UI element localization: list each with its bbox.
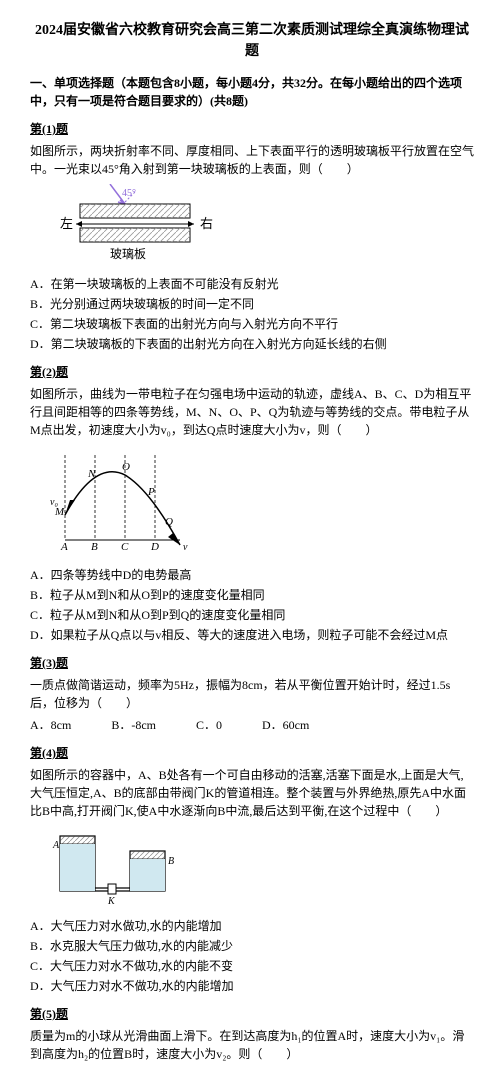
svg-text:B: B bbox=[168, 856, 174, 867]
q4-optC: C．大气压力对水不做功,水的内能不变 bbox=[30, 957, 474, 975]
q2-diagram: A B C D M N O P Q v₀ v bbox=[50, 445, 474, 560]
q2-optA: A．四条等势线中D的电势最高 bbox=[30, 566, 474, 584]
svg-text:P: P bbox=[147, 486, 155, 498]
q1-optD: D．第二块玻璃板的下表面的出射光方向在入射光方向延长线的右侧 bbox=[30, 335, 474, 353]
q4-number: 第(4)题 bbox=[30, 744, 474, 762]
svg-text:D: D bbox=[150, 541, 159, 553]
q3-optC: C．0 bbox=[196, 716, 222, 734]
q5-number: 第(5)题 bbox=[30, 1005, 474, 1023]
svg-text:A: A bbox=[60, 541, 68, 553]
q2-optC: C．粒子从M到N和从O到P到Q的速度变化量相同 bbox=[30, 606, 474, 624]
q4-optA: A．大气压力对水做功,水的内能增加 bbox=[30, 917, 474, 935]
q3-text: 一质点做简谐运动，频率为5Hz，振幅为8cm，若从平衡位置开始计时，经过1.5s… bbox=[30, 676, 474, 712]
q1-diagram: 45° 左 右 玻璃板 bbox=[50, 184, 474, 269]
svg-text:左: 左 bbox=[60, 216, 73, 231]
svg-text:A: A bbox=[52, 840, 60, 851]
q3-optB: B．-8cm bbox=[111, 716, 156, 734]
q1-number: 第(1)题 bbox=[30, 120, 474, 138]
q3-optD: D．60cm bbox=[262, 716, 309, 734]
q4-diagram: A B K bbox=[50, 826, 474, 911]
q1-optA: A．在第一块玻璃板的上表面不可能没有反射光 bbox=[30, 275, 474, 293]
svg-text:C: C bbox=[121, 541, 129, 553]
svg-text:Q: Q bbox=[165, 516, 173, 528]
q1-text: 如图所示，两块折射率不同、厚度相同、上下表面平行的透明玻璃板平行放置在空气中。一… bbox=[30, 142, 474, 178]
q1-options: A．在第一块玻璃板的上表面不可能没有反射光 B．光分别通过两块玻璃板的时间一定不… bbox=[30, 275, 474, 353]
svg-text:N: N bbox=[87, 468, 96, 480]
svg-text:K: K bbox=[107, 896, 116, 906]
section-heading: 一、单项选择题（本题包含8小题，每小题4分，共32分。在每小题给出的四个选项中，… bbox=[30, 74, 474, 110]
svg-text:右: 右 bbox=[200, 216, 213, 231]
svg-text:O: O bbox=[122, 461, 130, 473]
q1-optB: B．光分别通过两块玻璃板的时间一定不同 bbox=[30, 295, 474, 313]
page-title: 2024届安徽省六校教育研究会高三第二次素质测试理综全真演练物理试题 bbox=[30, 20, 474, 62]
q4-optD: D．大气压力对水不做功,水的内能增加 bbox=[30, 977, 474, 995]
q2-optD: D．如果粒子从Q点以与v相反、等大的速度进入电场，则粒子可能不会经过M点 bbox=[30, 626, 474, 644]
q2-optB: B．粒子从M到N和从O到P的速度变化量相同 bbox=[30, 586, 474, 604]
q3-number: 第(3)题 bbox=[30, 654, 474, 672]
q3-options: A．8cm B．-8cm C．0 D．60cm bbox=[30, 716, 474, 734]
svg-text:v₀: v₀ bbox=[50, 497, 58, 508]
q2-number: 第(2)题 bbox=[30, 363, 474, 381]
q1-optC: C．第二块玻璃板下表面的出射光方向与入射光方向不平行 bbox=[30, 315, 474, 333]
svg-text:B: B bbox=[91, 541, 98, 553]
svg-text:玻璃板: 玻璃板 bbox=[110, 247, 146, 261]
q5-text: 质量为m的小球从光滑曲面上滑下。在到达高度为h₁的位置A时，速度大小为v₁。滑到… bbox=[30, 1027, 474, 1063]
q4-text: 如图所示的容器中，A、B处各有一个可自由移动的活塞,活塞下面是水,上面是大气,大… bbox=[30, 766, 474, 820]
q2-options: A．四条等势线中D的电势最高 B．粒子从M到N和从O到P的速度变化量相同 C．粒… bbox=[30, 566, 474, 644]
svg-text:v: v bbox=[183, 542, 188, 553]
q3-optA: A．8cm bbox=[30, 716, 71, 734]
q4-optB: B．水克服大气压力做功,水的内能减少 bbox=[30, 937, 474, 955]
q4-options: A．大气压力对水做功,水的内能增加 B．水克服大气压力做功,水的内能减少 C．大… bbox=[30, 917, 474, 995]
q2-text: 如图所示，曲线为一带电粒子在匀强电场中运动的轨迹，虚线A、B、C、D为相互平行且… bbox=[30, 385, 474, 439]
